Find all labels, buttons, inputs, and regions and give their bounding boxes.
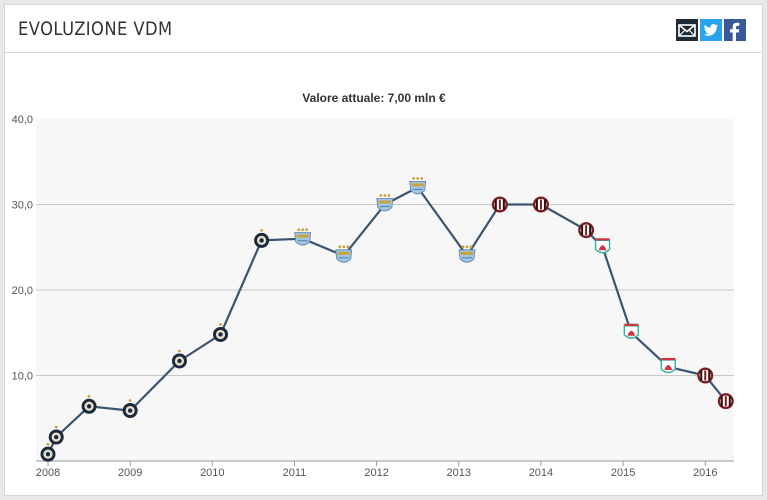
card-title: EVOLUZIONE VDM [18,18,173,40]
y-tick-labels: 10,0 20,0 30,0 40,0 [12,114,33,383]
facebook-icon[interactable] [724,19,746,41]
x-tick-label: 2015 [611,467,635,479]
data-point-manchester-city[interactable] [458,245,476,263]
card-header: EVOLUZIONE VDM [5,5,762,53]
data-point-inter[interactable] [122,399,138,419]
data-point-milan[interactable] [578,222,595,239]
x-tick-label: 2010 [200,467,224,479]
email-icon[interactable] [676,19,698,41]
chart-title: Valore attuale: 7,00 mln € [302,91,446,105]
data-point-milan[interactable] [491,196,508,213]
x-tick-label: 2013 [447,467,471,479]
x-tick-label: 2011 [283,467,307,479]
y-tick-label: 20,0 [12,285,33,297]
data-point-inter[interactable] [171,349,187,369]
data-point-liverpool[interactable] [623,323,640,339]
data-point-liverpool[interactable] [660,357,676,374]
x-tick-label: 2008 [36,467,60,479]
x-tick-label: 2009 [118,467,142,479]
series-line [47,186,727,455]
data-point-manchester-city[interactable] [335,245,353,263]
x-tick-labels: 2008 2009 2010 2011 2012 2013 2014 2015 2016 [36,461,717,479]
data-point-inter[interactable] [254,229,270,248]
y-tick-label: 10,0 [12,371,33,383]
y-tick-label: 30,0 [12,200,33,212]
data-point-manchester-city[interactable] [409,177,427,195]
data-point-milan[interactable] [532,196,549,213]
twitter-icon[interactable] [700,19,722,41]
x-tick-label: 2016 [693,467,717,479]
data-point-inter[interactable] [81,394,97,414]
y-tick-label: 40,0 [12,114,33,126]
data-point-milan[interactable] [697,367,714,384]
data-point-inter[interactable] [40,442,56,462]
x-tick-label: 2014 [529,467,553,479]
data-point-liverpool[interactable] [594,238,611,254]
data-points [40,177,734,462]
data-point-manchester-city[interactable] [376,194,394,212]
data-point-inter[interactable] [213,323,229,342]
x-tick-label: 2012 [364,467,388,479]
data-point-manchester-city[interactable] [294,228,312,246]
card-bottom-border [5,495,762,496]
data-point-inter[interactable] [48,425,64,445]
data-point-milan[interactable] [717,393,734,410]
